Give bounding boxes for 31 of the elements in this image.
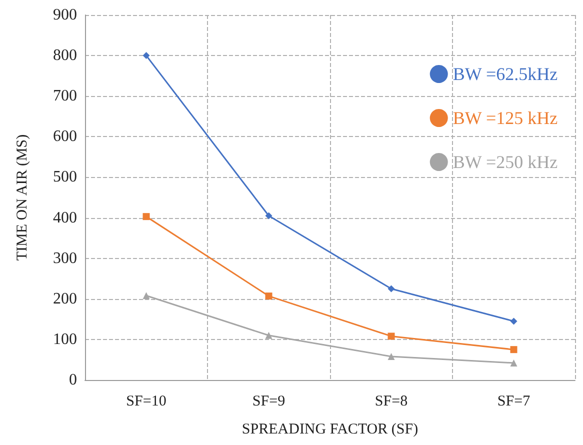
y-tick-label: 600 bbox=[53, 128, 77, 146]
y-axis-title: TIME ON AIR (MS) bbox=[14, 134, 30, 261]
y-tick-label: 400 bbox=[53, 209, 77, 226]
point bbox=[388, 352, 395, 360]
y-tick-label: 300 bbox=[53, 250, 77, 267]
x-tick-label: SF=10 bbox=[126, 394, 166, 410]
legend-label: BW =62.5kHz bbox=[452, 64, 558, 84]
y-tick-label: 100 bbox=[53, 330, 77, 348]
point bbox=[142, 213, 150, 220]
y-tick-label: 700 bbox=[53, 88, 77, 105]
x-tick-label: SF=8 bbox=[374, 394, 408, 410]
x-tick-label: SF=9 bbox=[252, 394, 286, 410]
point bbox=[265, 292, 272, 300]
y-tick-label: 0 bbox=[69, 372, 77, 388]
y-tick-label: 900 bbox=[53, 6, 77, 24]
point bbox=[510, 346, 518, 354]
legend-label: BW =125 kHz bbox=[452, 108, 558, 128]
point bbox=[265, 212, 272, 220]
point bbox=[388, 332, 395, 340]
point bbox=[265, 332, 272, 339]
point bbox=[510, 359, 518, 366]
x-axis-title: SPREADING FACTOR (SF) bbox=[242, 422, 418, 438]
y-tick-label: 500 bbox=[53, 168, 77, 186]
point bbox=[142, 52, 150, 60]
y-tick-label: 800 bbox=[53, 47, 77, 64]
point bbox=[142, 292, 150, 300]
x-tick-label: SF=7 bbox=[497, 394, 531, 410]
legend-label: BW =250 kHz bbox=[452, 152, 558, 172]
point bbox=[388, 285, 395, 292]
point bbox=[510, 318, 518, 325]
y-tick-label: 200 bbox=[53, 290, 77, 308]
